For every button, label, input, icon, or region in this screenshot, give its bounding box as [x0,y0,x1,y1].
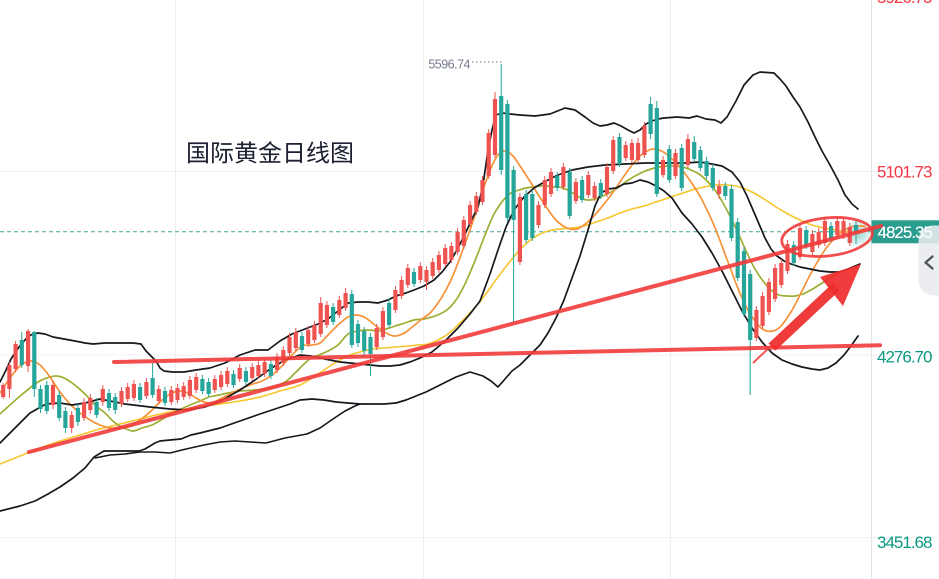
svg-text:4825.35: 4825.35 [878,223,933,242]
svg-text:4276.70: 4276.70 [877,348,932,367]
svg-text:5926.75: 5926.75 [877,0,932,7]
svg-text:3451.68: 3451.68 [877,533,932,552]
svg-text:5101.73: 5101.73 [877,162,932,181]
svg-text:5596.74: 5596.74 [428,58,470,72]
